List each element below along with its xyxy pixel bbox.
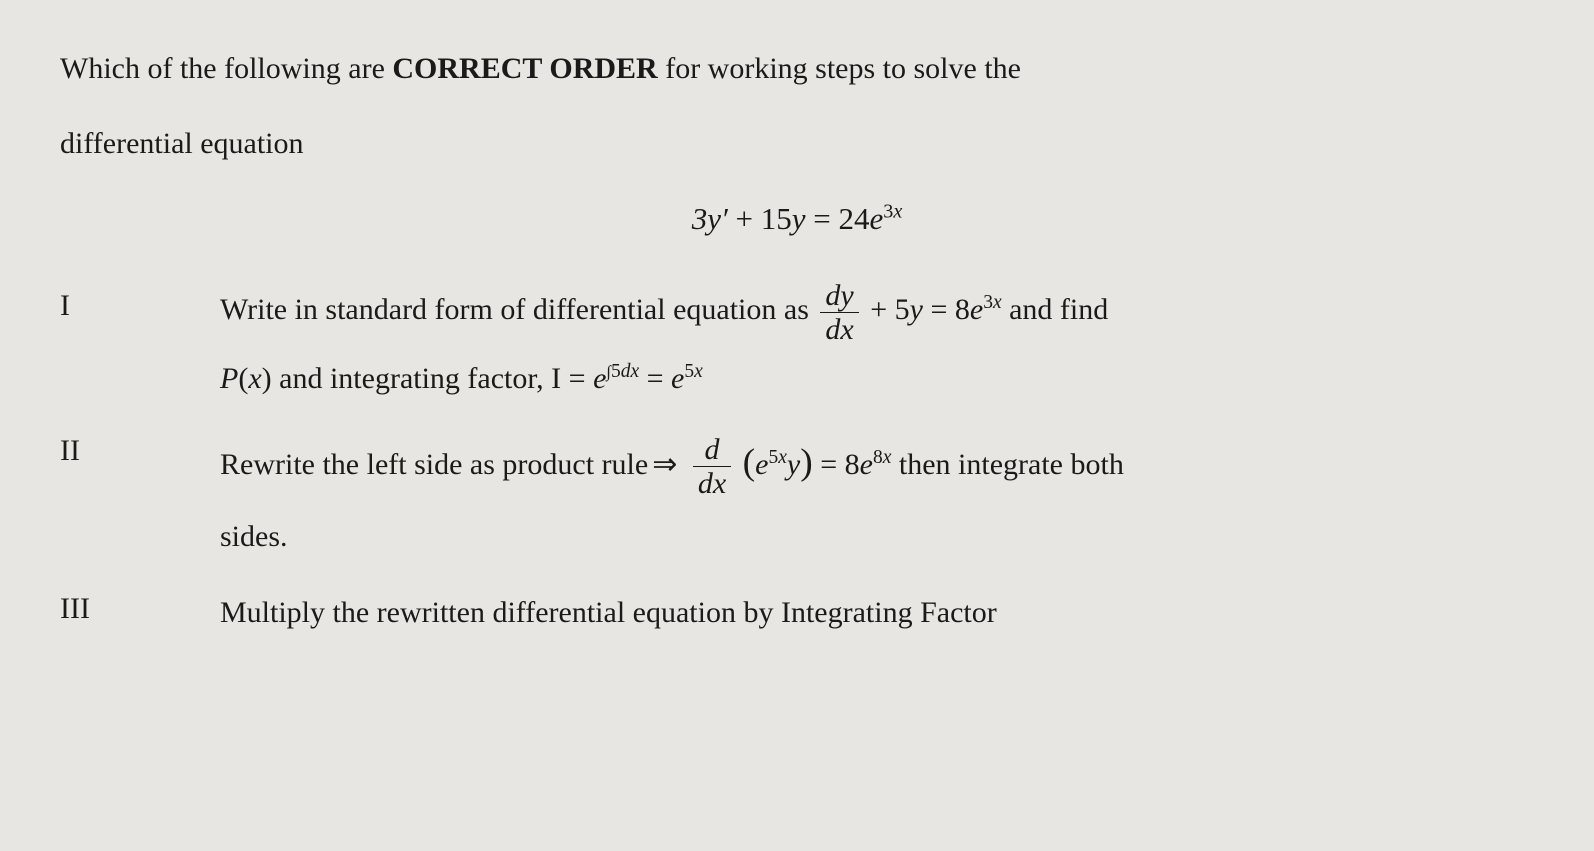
step-2-text-end: then integrate both (899, 448, 1124, 481)
step-1-line2-a: P(x) and integrating factor, I = e (220, 362, 606, 395)
main-equation: 3y′ + 15y = 24e3x (60, 190, 1534, 249)
frac-den-2: dx (693, 467, 731, 500)
step-3-content: Multiply the rewritten differential equa… (220, 580, 1534, 646)
question-part-2: for working steps to solve the (658, 52, 1021, 85)
arrow-icon: ⇒ (652, 448, 677, 481)
step-3: III Multiply the rewritten differential … (60, 580, 1534, 646)
step-1-exp3: 5x (684, 361, 702, 382)
frac-den: dx (820, 313, 858, 346)
question-line-2: differential equation (60, 115, 1534, 172)
fraction-d-dx: d dx (693, 433, 731, 500)
question-prompt: Which of the following are CORRECT ORDER… (60, 40, 1534, 172)
step-2-text-a: Rewrite the left side as product rule (220, 448, 648, 481)
step-1-text-a: Write in standard form of differential e… (220, 293, 816, 326)
step-1-text-b: + 5y = 8e (870, 293, 983, 326)
step-2-exp-rhs: 8x (873, 447, 891, 468)
step-2-rhs: = 8e (820, 448, 873, 481)
step-1-exp-b: 3x (983, 292, 1001, 313)
step-2-paren: (e (743, 448, 769, 481)
frac-num: dy (820, 279, 858, 313)
step-1-exp2: ∫5dx (606, 361, 639, 382)
step-2-inner-y: y) (787, 448, 813, 481)
step-1: I Write in standard form of differential… (60, 277, 1534, 412)
step-1-content: Write in standard form of differential e… (220, 277, 1534, 412)
question-bold: CORRECT ORDER (392, 52, 657, 85)
step-1-text-eq: = e (647, 362, 685, 395)
step-2-line2: sides. (220, 520, 288, 553)
question-line-1: Which of the following are CORRECT ORDER… (60, 40, 1534, 97)
step-1-label: I (60, 277, 220, 334)
fraction-dy-dx: dy dx (820, 279, 858, 346)
step-3-label: III (60, 580, 220, 637)
step-2-label: II (60, 422, 220, 479)
step-2-content: Rewrite the left side as product rule⇒ d… (220, 422, 1534, 571)
step-2-inner-exp: 5x (769, 447, 787, 468)
step-1-text-c: and find (1009, 293, 1108, 326)
question-part-1: Which of the following are (60, 52, 392, 85)
step-2: II Rewrite the left side as product rule… (60, 422, 1534, 571)
frac-num-2: d (693, 433, 731, 467)
